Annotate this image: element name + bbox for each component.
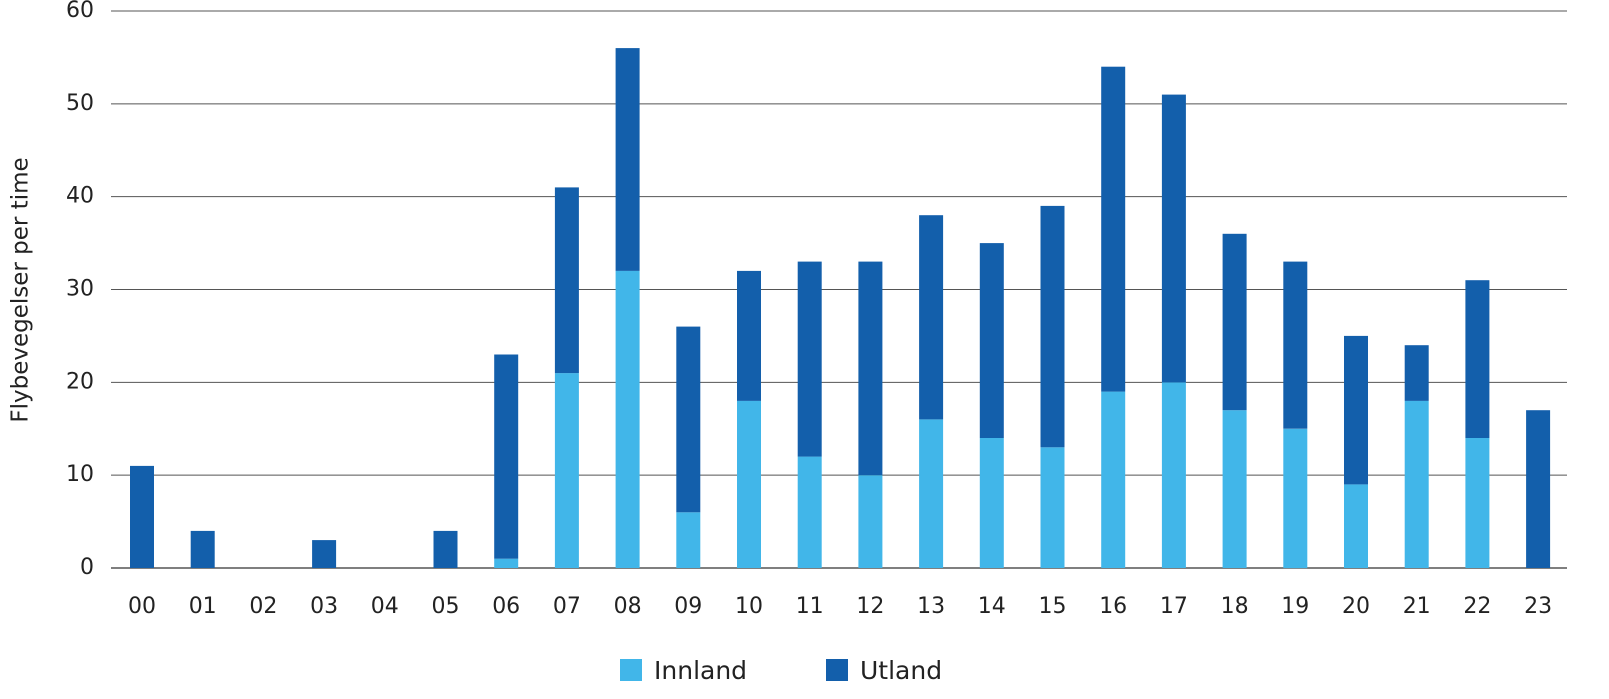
x-tick-label-03: 03 (310, 594, 338, 619)
bar-innland-09 (676, 512, 701, 568)
legend: Innland Utland (620, 656, 942, 685)
bar-utland-10 (737, 270, 761, 401)
legend-swatch-utland (826, 659, 848, 681)
bar-utland-12 (858, 261, 883, 476)
x-tick-label-09: 09 (674, 594, 702, 619)
bar-innland-15 (1040, 447, 1065, 568)
bar-utland-22 (1465, 280, 1490, 438)
x-tick-label-06: 06 (492, 594, 520, 619)
x-tick-label-22: 22 (1463, 594, 1491, 619)
x-tick-label-11: 11 (796, 594, 824, 619)
y-tick-label-40: 40 (66, 184, 94, 209)
bar-utland-18 (1222, 233, 1247, 411)
x-tick-label-00: 00 (128, 594, 156, 619)
bar-innland-17 (1161, 382, 1186, 568)
x-tick-label-18: 18 (1221, 594, 1249, 619)
bar-innland-22 (1465, 438, 1490, 568)
x-tick-label-14: 14 (978, 594, 1006, 619)
legend-swatch-innland (620, 659, 642, 681)
legend-label-innland: Innland (654, 656, 747, 685)
bar-utland-16 (1101, 66, 1126, 392)
y-tick-label-30: 30 (66, 277, 94, 302)
x-tick-label-15: 15 (1039, 594, 1067, 619)
bar-innland-06 (494, 558, 519, 568)
x-tick-label-10: 10 (735, 594, 763, 619)
x-tick-label-19: 19 (1281, 594, 1309, 619)
bar-utland-05 (433, 530, 458, 568)
bar-innland-20 (1344, 484, 1368, 568)
bar-innland-11 (797, 456, 822, 568)
bar-utland-23 (1526, 410, 1551, 568)
legend-label-utland: Utland (860, 656, 942, 685)
x-tick-label-07: 07 (553, 594, 581, 619)
y-tick-label-0: 0 (80, 555, 94, 580)
bar-utland-06 (494, 354, 519, 559)
bar-utland-01 (190, 530, 215, 568)
x-tick-label-02: 02 (249, 594, 277, 619)
x-tick-label-16: 16 (1099, 594, 1127, 619)
bar-innland-14 (979, 438, 1004, 568)
bar-innland-12 (858, 475, 883, 568)
bar-utland-07 (554, 187, 579, 374)
bar-utland-14 (979, 243, 1004, 438)
bar-utland-11 (797, 261, 822, 457)
x-tick-label-23: 23 (1524, 594, 1552, 619)
x-tick-label-12: 12 (856, 594, 884, 619)
bar-utland-09 (676, 326, 701, 513)
y-tick-label-50: 50 (66, 91, 94, 116)
bar-innland-16 (1101, 391, 1126, 568)
bar-utland-19 (1283, 261, 1308, 429)
bar-utland-00 (130, 465, 154, 568)
bar-utland-08 (615, 48, 640, 271)
x-tick-label-08: 08 (614, 594, 642, 619)
bar-utland-17 (1161, 94, 1186, 383)
y-tick-labels: 0 10 20 30 40 50 60 (66, 0, 94, 580)
x-tick-label-20: 20 (1342, 594, 1370, 619)
y-tick-label-20: 20 (66, 369, 94, 394)
x-tick-labels: 00 01 02 03 04 05 06 07 08 09 10 11 12 13 14 15 16 17 18 19… (128, 594, 1552, 619)
y-tick-label-10: 10 (66, 462, 94, 487)
bar-innland-19 (1283, 428, 1308, 569)
x-tick-label-04: 04 (371, 594, 399, 619)
bar-utland-13 (919, 215, 944, 420)
y-tick-label-60: 60 (66, 0, 94, 23)
bar-innland-10 (737, 400, 761, 568)
bars (130, 48, 1551, 569)
bar-innland-13 (919, 419, 944, 568)
gridlines (111, 10, 1567, 569)
bar-innland-18 (1222, 410, 1247, 568)
bar-utland-21 (1404, 345, 1429, 401)
bar-innland-07 (554, 373, 579, 568)
x-tick-label-01: 01 (189, 594, 217, 619)
bar-innland-08 (615, 270, 640, 568)
bar-utland-03 (312, 540, 337, 568)
bar-utland-15 (1040, 205, 1065, 448)
bar-innland-21 (1404, 400, 1429, 568)
x-tick-label-17: 17 (1160, 594, 1188, 619)
x-tick-label-13: 13 (917, 594, 945, 619)
bar-utland-20 (1344, 335, 1368, 485)
y-axis-title: Flybevegelser per time (8, 157, 34, 422)
x-tick-label-21: 21 (1403, 594, 1431, 619)
x-tick-label-05: 05 (432, 594, 460, 619)
